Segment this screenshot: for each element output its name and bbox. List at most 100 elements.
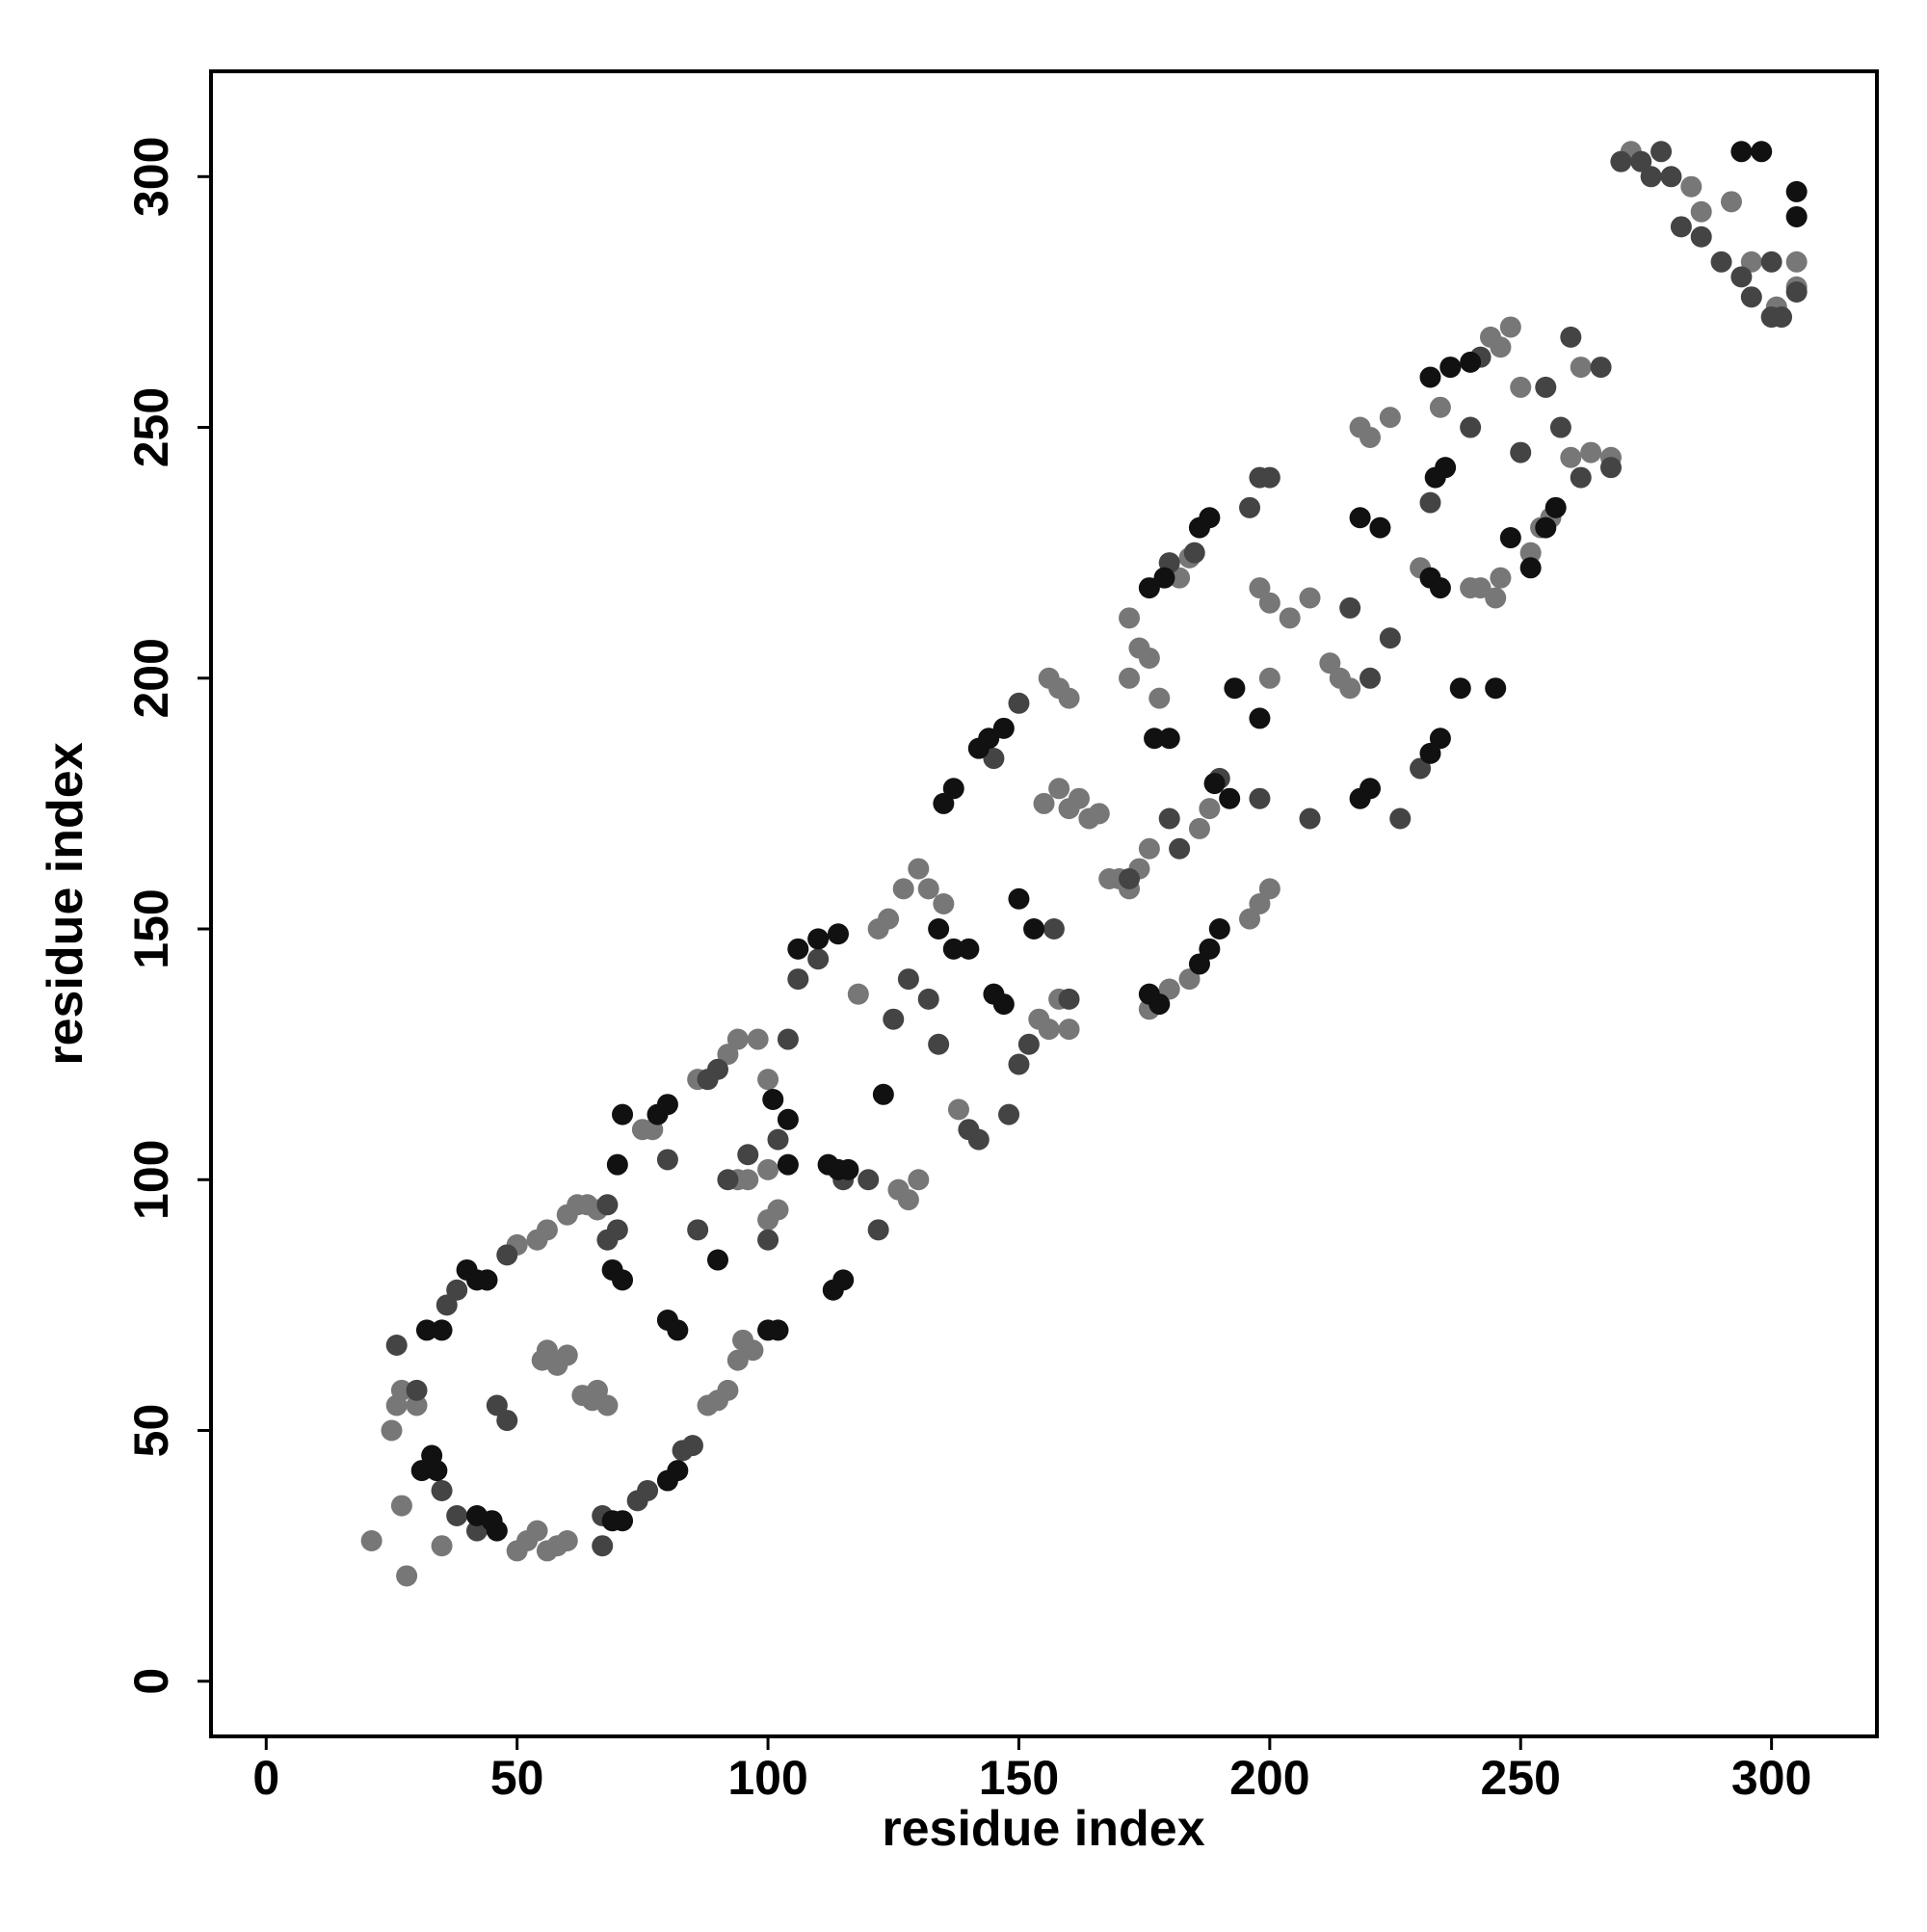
point — [883, 1008, 905, 1030]
point — [1239, 496, 1261, 518]
point — [1549, 416, 1571, 438]
x-axis-title: residue index — [882, 1801, 1204, 1857]
point — [747, 1028, 769, 1050]
point — [1439, 357, 1462, 379]
x-tick-label: 150 — [979, 1751, 1059, 1805]
point — [1690, 200, 1712, 223]
point — [1785, 281, 1808, 304]
point — [1660, 166, 1682, 188]
point — [978, 728, 1000, 750]
point — [992, 717, 1015, 739]
point — [466, 1520, 488, 1542]
point — [1349, 507, 1371, 529]
point — [928, 918, 950, 940]
point — [1751, 141, 1773, 163]
point — [1544, 496, 1567, 518]
point — [767, 1199, 789, 1221]
point — [1519, 542, 1542, 564]
point — [1199, 507, 1221, 529]
point — [807, 948, 830, 970]
point — [706, 1058, 728, 1080]
point — [1183, 542, 1205, 564]
point — [867, 1219, 889, 1241]
point — [1339, 677, 1361, 700]
point — [436, 1294, 458, 1316]
point — [1580, 441, 1602, 463]
point — [1785, 251, 1808, 273]
point — [390, 1379, 412, 1401]
point — [656, 1094, 678, 1116]
point — [1199, 798, 1221, 820]
point — [1510, 376, 1532, 398]
point — [1469, 577, 1491, 599]
point — [396, 1565, 418, 1587]
y-tick-label: 250 — [124, 387, 178, 467]
point — [1258, 667, 1280, 689]
point — [787, 938, 809, 960]
point — [1299, 587, 1321, 609]
point — [637, 1479, 659, 1501]
point — [1730, 266, 1753, 288]
point — [1219, 787, 1241, 809]
point — [1158, 728, 1180, 750]
point — [1068, 787, 1090, 809]
y-tick-label: 300 — [124, 137, 178, 217]
point — [606, 1219, 628, 1241]
point — [1460, 351, 1482, 373]
point — [1435, 457, 1457, 479]
point — [1670, 216, 1692, 238]
point — [1429, 396, 1451, 418]
point — [1590, 357, 1612, 379]
point — [1119, 667, 1141, 689]
point — [1148, 687, 1171, 709]
point — [360, 1530, 383, 1552]
point — [1208, 918, 1230, 940]
point — [1258, 878, 1280, 900]
point — [1048, 778, 1070, 800]
point — [596, 1194, 619, 1216]
y-tick-label: 100 — [124, 1140, 178, 1220]
point — [1519, 557, 1542, 579]
point — [1379, 627, 1401, 649]
point — [933, 893, 955, 914]
point — [486, 1394, 508, 1416]
point — [1119, 607, 1141, 629]
point — [1599, 457, 1622, 479]
point — [928, 1033, 950, 1055]
point — [496, 1410, 518, 1432]
y-tick-label: 50 — [124, 1404, 178, 1458]
point — [1249, 893, 1271, 914]
point — [596, 1394, 619, 1416]
point — [410, 1460, 433, 1482]
point — [958, 938, 980, 960]
point — [381, 1419, 403, 1442]
point — [1017, 1033, 1040, 1055]
point — [486, 1520, 508, 1542]
point — [415, 1319, 437, 1341]
point — [1419, 366, 1441, 388]
point — [777, 1028, 799, 1050]
point — [892, 878, 914, 900]
x-tick-label: 50 — [490, 1751, 544, 1805]
point — [536, 1219, 558, 1241]
point — [1680, 175, 1703, 198]
point — [1389, 807, 1412, 830]
point — [1419, 742, 1441, 764]
point — [947, 1098, 969, 1121]
point — [1785, 205, 1808, 227]
point — [706, 1249, 728, 1271]
point — [1119, 867, 1141, 889]
point — [908, 858, 930, 880]
point — [717, 1379, 739, 1401]
point — [1249, 787, 1271, 809]
point — [942, 778, 964, 800]
point — [1178, 968, 1201, 991]
point — [858, 1169, 880, 1191]
point — [1429, 577, 1451, 599]
y-tick-label: 200 — [124, 638, 178, 718]
point — [762, 1088, 784, 1110]
point — [942, 938, 964, 960]
point — [1299, 807, 1321, 830]
plot-frame — [209, 69, 1879, 1738]
